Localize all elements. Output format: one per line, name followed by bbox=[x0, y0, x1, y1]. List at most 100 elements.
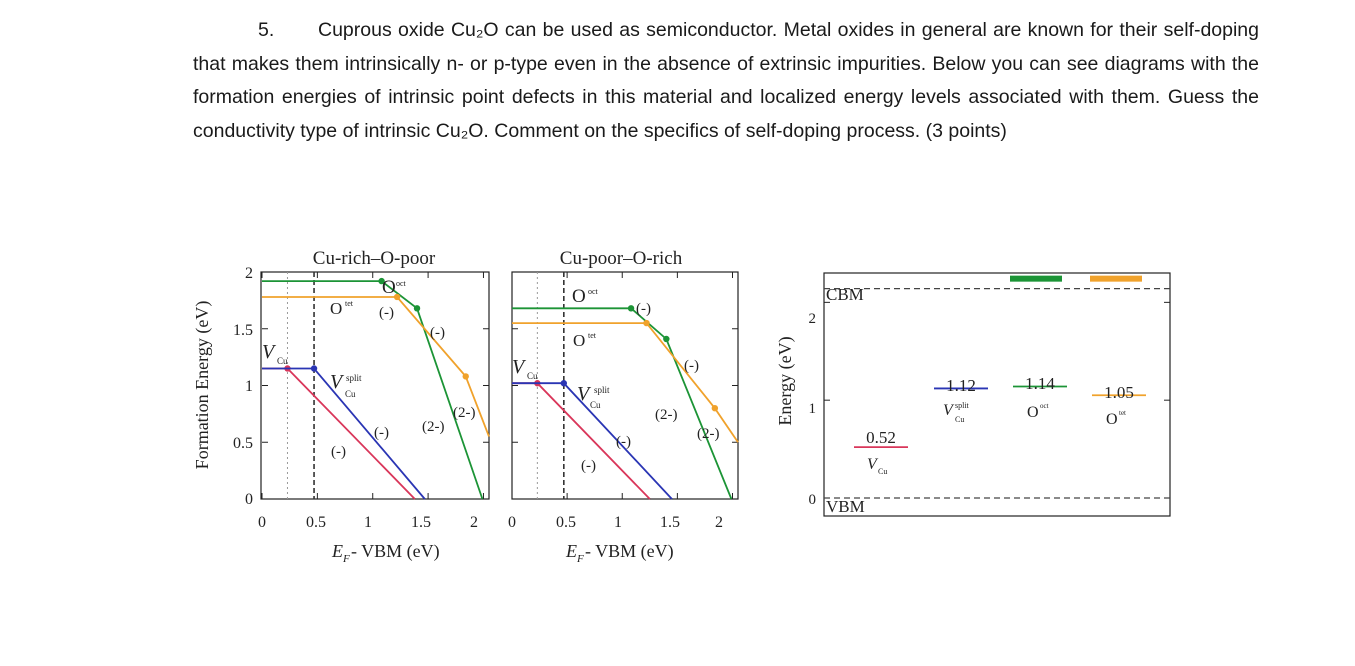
transition-point-o-i-oct bbox=[663, 335, 670, 343]
series-lines bbox=[262, 277, 490, 500]
label-o-oct: O bbox=[382, 277, 396, 298]
fermi-guide-lines bbox=[286, 272, 315, 499]
transition-point-o-i-oct bbox=[378, 277, 385, 285]
label-v-cu-split: V bbox=[330, 371, 345, 393]
label-o-tet-sup: tet bbox=[345, 299, 354, 308]
y-tick-label: 2 bbox=[809, 311, 817, 327]
label-v-cu-sub: Cu bbox=[878, 467, 887, 476]
x-tick-labels: 0 0.5 1 1.5 2 bbox=[258, 514, 478, 531]
label-v-cu-split-sub: Cu bbox=[955, 415, 964, 424]
level-value-label: 1.14 bbox=[1025, 374, 1055, 393]
fermi-guide-lines bbox=[536, 272, 565, 499]
label-o-tet: O bbox=[573, 331, 585, 350]
x-tick-label: 2 bbox=[715, 514, 723, 531]
transition-point-o-i-tet bbox=[711, 405, 719, 412]
transition-point-o-i-tet bbox=[393, 293, 401, 301]
panel-cu-poor: Cu-poor–O-rich E F - VBM (eV) 0 0.5 1 1.… bbox=[508, 248, 739, 565]
panel-frame bbox=[511, 271, 739, 500]
level-marks bbox=[824, 275, 1170, 499]
label-v-cu-sub: Cu bbox=[527, 371, 538, 381]
x-axis-label-sub: F bbox=[342, 553, 350, 565]
y-tick-label: 1 bbox=[809, 401, 817, 417]
axis-ticks bbox=[511, 271, 738, 500]
label-v-cu: V bbox=[867, 456, 879, 473]
panel-title: Cu-poor–O-rich bbox=[560, 248, 683, 269]
charge-label: (-) bbox=[379, 305, 394, 321]
x-axis-label-ef: E bbox=[565, 541, 577, 561]
label-o-oct-sup: oct bbox=[396, 279, 407, 288]
panel-cu-rich: Cu-rich–O-poor Formation Energy (eV) E F… bbox=[192, 248, 490, 565]
x-axis-label-sub: F bbox=[576, 553, 584, 565]
panel-energy-levels: Energy (eV) 0 1 2 CBM VBM 0.52 1.12 1.14… bbox=[775, 272, 1171, 517]
x-tick-label: 1.5 bbox=[660, 514, 680, 531]
question-number: 5. bbox=[258, 19, 275, 41]
y-tick-label: 2 bbox=[245, 265, 253, 282]
y-tick-label: 1.5 bbox=[233, 322, 253, 339]
x-axis-label-rest: - VBM (eV) bbox=[351, 541, 440, 562]
x-axis-label: E F - VBM (eV) bbox=[565, 541, 674, 565]
axis-ticks bbox=[261, 271, 489, 500]
label-v-cu: V bbox=[262, 341, 277, 363]
label-v-cu-sub: Cu bbox=[277, 356, 288, 366]
label-v-cu-split: V bbox=[577, 383, 592, 405]
defect-labels: V Cu V split Cu O oct O tet (-) (-) (-) … bbox=[262, 277, 476, 460]
label-o-oct: O bbox=[1027, 404, 1039, 421]
charge-label: (2-) bbox=[697, 426, 720, 442]
charge-label: (-) bbox=[581, 458, 596, 474]
series-lines bbox=[512, 305, 739, 500]
label-o-oct-sup: oct bbox=[1040, 402, 1049, 410]
x-tick-label: 0.5 bbox=[306, 514, 326, 531]
transition-point-o-i-oct bbox=[627, 305, 635, 312]
transition-point-v-cu-split bbox=[560, 380, 568, 387]
y-tick-label: 1 bbox=[245, 378, 253, 395]
label-o-oct-sup: oct bbox=[588, 287, 599, 296]
x-axis-label: E F - VBM (eV) bbox=[331, 541, 440, 565]
series-line-o-i-tet bbox=[262, 296, 490, 437]
level-defect-labels: V Cu V split Cu O oct O tet bbox=[867, 401, 1126, 476]
conduction-band-marker bbox=[1090, 275, 1142, 282]
x-tick-label: 1 bbox=[614, 514, 622, 531]
transition-point-o-i-oct bbox=[413, 305, 421, 312]
x-tick-label: 0 bbox=[258, 514, 266, 531]
series-line-o-i-oct bbox=[262, 280, 484, 500]
label-o-tet-sup: tet bbox=[588, 331, 597, 340]
series-line-v-cu-split bbox=[262, 367, 426, 500]
y-axis-label: Formation Energy (eV) bbox=[192, 301, 213, 470]
charge-label: (2-) bbox=[655, 407, 678, 423]
y-tick-label: 0 bbox=[245, 491, 253, 508]
charge-label: (2-) bbox=[453, 405, 476, 421]
defect-labels: V Cu V split Cu O oct O tet (-) (-) (-) … bbox=[512, 286, 720, 474]
label-o-tet-sup: tet bbox=[1119, 409, 1126, 417]
charge-label: (2-) bbox=[422, 419, 445, 435]
label-v-cu-split-sup: split bbox=[346, 373, 362, 383]
label-v-cu-split-sub: Cu bbox=[345, 389, 356, 399]
label-o-oct: O bbox=[572, 286, 586, 307]
transition-point-v-cu-split bbox=[310, 365, 318, 372]
panel-title: Cu-rich–O-poor bbox=[313, 248, 436, 269]
label-v-cu-split: V bbox=[943, 402, 955, 419]
x-tick-label: 1.5 bbox=[411, 514, 431, 531]
charge-label: (-) bbox=[636, 301, 651, 317]
charge-label: (-) bbox=[616, 434, 631, 450]
label-v-cu: V bbox=[512, 356, 527, 378]
x-tick-label: 2 bbox=[470, 514, 478, 531]
charge-label: (-) bbox=[430, 325, 445, 341]
transition-point-o-i-tet bbox=[643, 319, 650, 327]
label-v-cu-split-sup: split bbox=[955, 401, 970, 410]
panel-frame bbox=[823, 272, 1171, 517]
y-tick-labels: 0 0.5 1 1.5 2 bbox=[233, 265, 253, 508]
problem-statement: 5. Cuprous oxide Cu₂O can be used as semi… bbox=[193, 14, 1259, 148]
level-value-label: 1.05 bbox=[1104, 383, 1134, 402]
charge-label: (-) bbox=[684, 358, 699, 374]
y-axis-label: Energy (eV) bbox=[775, 336, 796, 425]
level-value-label: 1.12 bbox=[946, 376, 976, 395]
vbm-label: VBM bbox=[826, 497, 865, 516]
label-v-cu-split-sub: Cu bbox=[590, 400, 601, 410]
level-value-label: 0.52 bbox=[866, 428, 896, 447]
x-tick-labels: 0 0.5 1 1.5 2 bbox=[508, 514, 723, 531]
cbm-label: CBM bbox=[826, 285, 864, 304]
x-axis-label-ef: E bbox=[331, 541, 343, 561]
series-line-o-i-tet bbox=[512, 322, 739, 443]
x-axis-label-rest: - VBM (eV) bbox=[585, 541, 674, 562]
question-text: Cuprous oxide Cu₂O can be used as semico… bbox=[193, 19, 1259, 142]
